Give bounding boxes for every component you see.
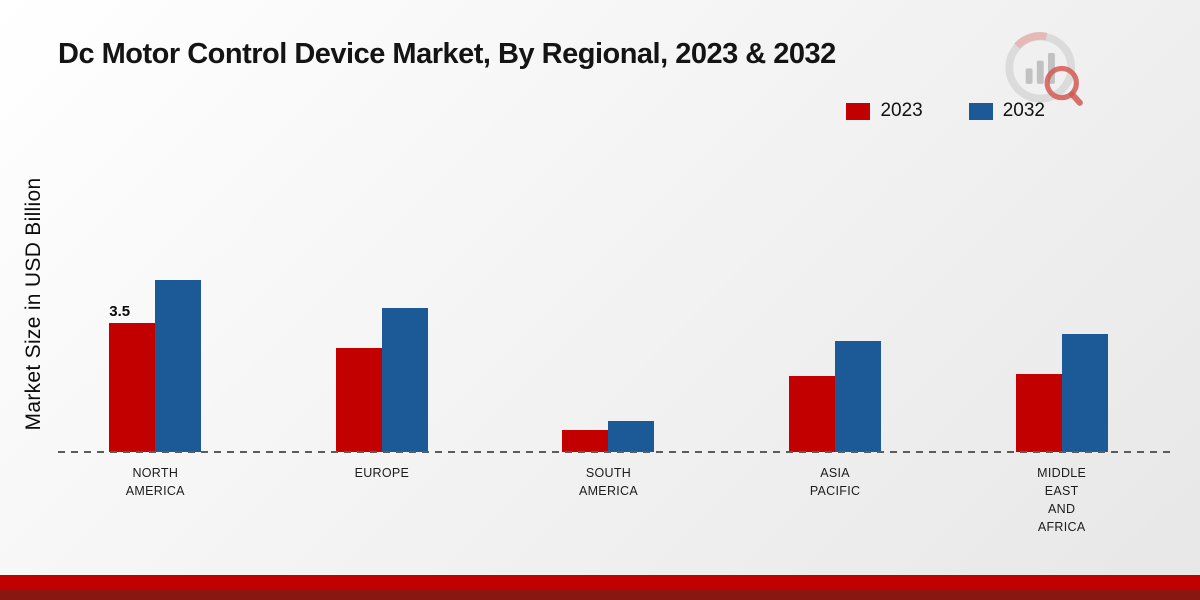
- category-label: NORTH AMERICA: [125, 466, 185, 499]
- bar-2032-europe: [381, 307, 428, 452]
- plot-area: 3.5 NORTH AMERICA EUROPE SOUTH AMERICA ASIA PAC…: [42, 150, 1175, 537]
- bar-group: SOUTH AMERICA: [495, 150, 722, 537]
- brand-logo-icon: [999, 28, 1085, 119]
- bar-2032-north-america: [155, 279, 202, 452]
- x-axis-baseline: [58, 451, 1172, 453]
- bar-2023-asia-pacific: [789, 376, 836, 452]
- legend-item-2023: 2023: [846, 100, 923, 122]
- footer-red-band: [0, 575, 1200, 590]
- bar-2032-south-america: [608, 420, 655, 452]
- legend: 2023 2032: [846, 100, 1045, 122]
- legend-swatch-2023: [846, 102, 871, 120]
- chart-title: Dc Motor Control Device Market, By Regio…: [58, 38, 836, 70]
- bar-group: MIDDLE EAST AND AFRICA: [948, 150, 1175, 537]
- bar-2023-south-america: [562, 429, 609, 452]
- category-label: SOUTH AMERICA: [578, 466, 639, 499]
- bar-value-label: 3.5: [109, 302, 131, 320]
- bar-2032-asia-pacific: [835, 341, 882, 452]
- legend-swatch-2032: [968, 102, 993, 120]
- footer-dark-band: [0, 590, 1200, 600]
- bar-group: 3.5 NORTH AMERICA: [42, 150, 269, 537]
- category-label: MIDDLE EAST AND AFRICA: [1037, 466, 1087, 535]
- bar-group: ASIA PACIFIC: [722, 150, 949, 537]
- legend-label-2032: 2032: [1002, 100, 1045, 121]
- category-label: EUROPE: [354, 466, 410, 480]
- bar-2023-europe: [335, 348, 382, 452]
- bar-2032-middle-east-and-africa: [1061, 333, 1108, 452]
- bar-2023-north-america: [109, 322, 156, 452]
- bar-group: EUROPE: [269, 150, 496, 537]
- category-label: ASIA PACIFIC: [809, 466, 861, 499]
- bar-2023-middle-east-and-africa: [1015, 374, 1062, 452]
- legend-label-2023: 2023: [880, 100, 923, 121]
- legend-item-2032: 2032: [968, 100, 1045, 122]
